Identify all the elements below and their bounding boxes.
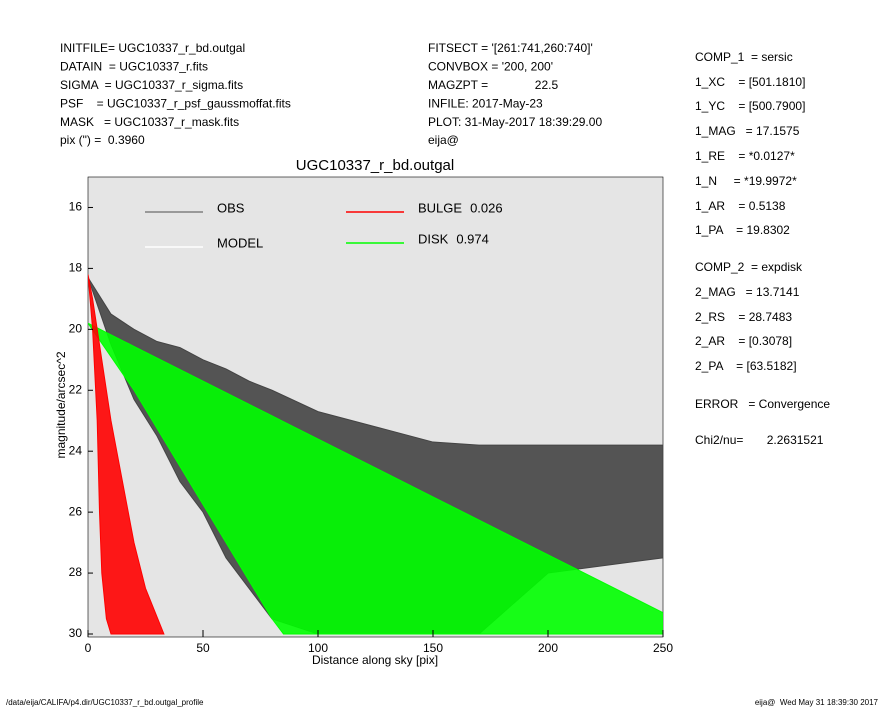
x-tick-label: 200 (538, 641, 558, 655)
parameter-line: 2_AR = [0.3078] (695, 334, 792, 348)
header-line: INITFILE= UGC10337_r_bd.outgal (60, 41, 245, 55)
parameter-line: 2_RS = 28.7483 (695, 310, 792, 324)
y-tick-label: 18 (69, 261, 83, 275)
y-tick-label: 24 (69, 443, 83, 457)
parameter-line: 1_N = *19.9972* (695, 174, 797, 188)
x-tick-label: 0 (85, 641, 92, 655)
legend-fraction: 0.974 (456, 231, 489, 246)
x-tick-label: 250 (653, 641, 673, 655)
x-tick-label: 100 (308, 641, 328, 655)
parameter-line: COMP_2 = expdisk (695, 260, 803, 274)
header-line: PSF = UGC10337_r_psf_gaussmoffat.fits (60, 96, 291, 110)
legend-label: MODEL (217, 235, 263, 250)
parameter-line: 2_PA = [63.5182] (695, 359, 797, 373)
header-line: pix (") = 0.3960 (60, 133, 145, 147)
legend-label: DISK (418, 231, 449, 246)
x-axis-label: Distance along sky [pix] (312, 653, 438, 667)
header-line: SIGMA = UGC10337_r_sigma.fits (60, 78, 243, 92)
header-line: INFILE: 2017-May-23 (428, 96, 543, 110)
y-axis-label: magnitude/arcsec^2 (54, 351, 68, 458)
parameter-line: 1_MAG = 17.1575 (695, 124, 800, 138)
header-line: PLOT: 31-May-2017 18:39:29.00 (428, 115, 602, 129)
header-line: MASK = UGC10337_r_mask.fits (60, 115, 239, 129)
y-tick-label: 22 (69, 382, 83, 396)
parameter-line: 1_AR = 0.5138 (695, 199, 786, 213)
y-tick-label: 30 (69, 626, 83, 640)
parameter-line: 1_YC = [500.7900] (695, 99, 805, 113)
parameter-line: ERROR = Convergence (695, 397, 830, 411)
footer-date: eija@ Wed May 31 18:39:30 2017 (755, 698, 879, 707)
data-band (88, 274, 165, 635)
x-tick-label: 150 (423, 641, 443, 655)
legend-label: OBS (217, 200, 245, 215)
plot-marks (88, 274, 663, 635)
header-line: MAGZPT = 22.5 (428, 78, 558, 92)
y-tick-label: 20 (69, 322, 83, 336)
footer-path: /data/eija/CALIFA/p4.dir/UGC10337_r_bd.o… (6, 698, 204, 707)
parameter-line: 1_PA = 19.8302 (695, 223, 790, 237)
x-tick-label: 50 (196, 641, 210, 655)
header-line: FITSECT = '[261:741,260:740]' (428, 41, 593, 55)
y-tick-label: 28 (69, 565, 83, 579)
parameter-line: COMP_1 = sersic (695, 50, 793, 64)
parameter-line: 1_XC = [501.1810] (695, 75, 805, 89)
y-tick-label: 26 (69, 504, 83, 518)
legend-fraction: 0.026 (470, 200, 503, 215)
header-line: CONVBOX = '200, 200' (428, 60, 553, 74)
header-line: DATAIN = UGC10337_r.fits (60, 60, 208, 74)
parameter-line: Chi2/nu= 2.2631521 (695, 433, 824, 447)
legend-label: BULGE (418, 200, 462, 215)
parameter-line: 1_RE = *0.0127* (695, 149, 795, 163)
y-tick-label: 16 (69, 200, 83, 214)
header-line: eija@ (428, 133, 459, 147)
data-band (88, 322, 663, 635)
parameter-line: 2_MAG = 13.7141 (695, 285, 800, 299)
chart-title: UGC10337_r_bd.outgal (296, 157, 454, 174)
